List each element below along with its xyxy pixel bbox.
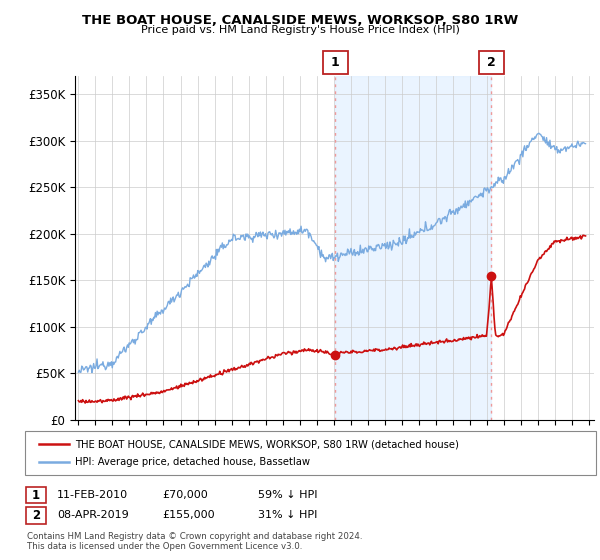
Text: 1: 1	[331, 56, 340, 69]
Text: 2: 2	[32, 508, 40, 522]
Text: £70,000: £70,000	[162, 490, 208, 500]
Text: HPI: Average price, detached house, Bassetlaw: HPI: Average price, detached house, Bass…	[75, 457, 310, 467]
Text: 31% ↓ HPI: 31% ↓ HPI	[258, 510, 317, 520]
FancyBboxPatch shape	[323, 52, 348, 74]
Text: 59% ↓ HPI: 59% ↓ HPI	[258, 490, 317, 500]
Text: 08-APR-2019: 08-APR-2019	[57, 510, 129, 520]
FancyBboxPatch shape	[479, 52, 504, 74]
Text: THE BOAT HOUSE, CANALSIDE MEWS, WORKSOP, S80 1RW: THE BOAT HOUSE, CANALSIDE MEWS, WORKSOP,…	[82, 14, 518, 27]
Text: Contains HM Land Registry data © Crown copyright and database right 2024.
This d: Contains HM Land Registry data © Crown c…	[27, 532, 362, 552]
Text: £155,000: £155,000	[162, 510, 215, 520]
Text: THE BOAT HOUSE, CANALSIDE MEWS, WORKSOP, S80 1RW (detached house): THE BOAT HOUSE, CANALSIDE MEWS, WORKSOP,…	[75, 439, 459, 449]
Text: 11-FEB-2010: 11-FEB-2010	[57, 490, 128, 500]
Text: 1: 1	[32, 488, 40, 502]
Text: Price paid vs. HM Land Registry's House Price Index (HPI): Price paid vs. HM Land Registry's House …	[140, 25, 460, 35]
Text: 2: 2	[487, 56, 496, 69]
Bar	[335, 76, 491, 420]
